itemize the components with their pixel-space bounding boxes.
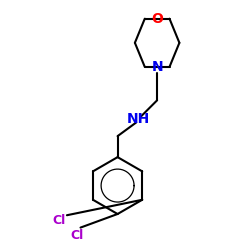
Text: N: N — [151, 60, 163, 74]
Text: Cl: Cl — [70, 228, 84, 241]
Text: O: O — [151, 12, 163, 26]
Text: Cl: Cl — [53, 214, 66, 227]
Text: NH: NH — [127, 112, 150, 126]
